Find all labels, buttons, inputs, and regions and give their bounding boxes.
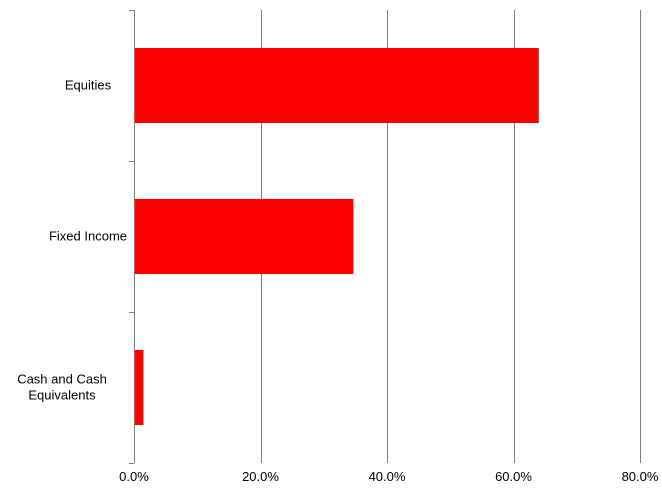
bar-cash-and-cash-equivalents — [134, 350, 144, 425]
category-label-equities: Equities — [65, 78, 112, 93]
y-axis — [129, 10, 135, 464]
x-tick-label-60-0: 60.0% — [495, 469, 532, 484]
category-labels: Equities Fixed Income Cash and Cash Equival… — [17, 78, 127, 403]
x-tick-label-0-0: 0.0% — [119, 469, 149, 484]
bar-fixed-income — [134, 199, 354, 274]
category-label-cash-and-cash-equivalents: Cash and Cash Equivalents — [17, 372, 107, 403]
bars — [134, 48, 539, 425]
x-tick-labels: 0.0% 20.0% 40.0% 60.0% 80.0% — [119, 469, 659, 484]
x-tick-label-80-0: 80.0% — [622, 469, 659, 484]
bar-equities — [134, 48, 539, 123]
x-tick-label-40-0: 40.0% — [369, 469, 406, 484]
category-label-fixed-income: Fixed Income — [49, 229, 127, 244]
x-tick-label-20-0: 20.0% — [242, 469, 279, 484]
